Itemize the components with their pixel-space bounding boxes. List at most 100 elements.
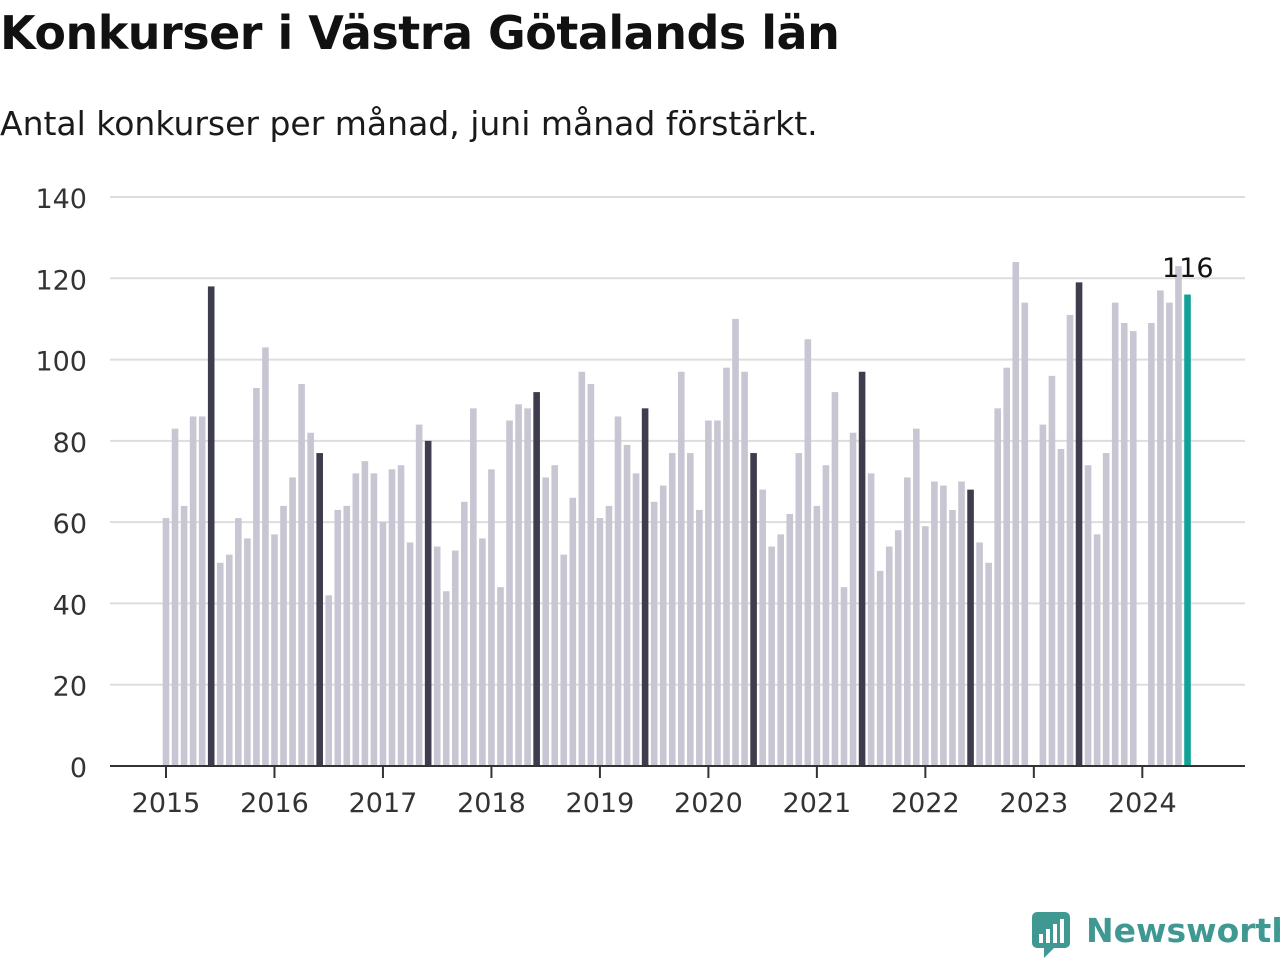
bar [1093,534,1101,766]
bar [361,461,369,766]
bar [614,416,622,766]
bar [777,534,785,766]
bar [831,392,839,766]
bar [867,473,875,766]
bar [894,530,902,766]
bar [316,453,323,766]
bar [677,371,685,766]
x-tick-label: 2024 [1108,788,1177,819]
bar [705,420,712,766]
bar [433,546,441,766]
bar [461,501,468,766]
bar [1021,302,1029,766]
bar [949,509,956,766]
y-tick-label: 40 [53,590,87,621]
bar [289,477,296,766]
bar [397,465,405,766]
bar [406,542,414,766]
bar [813,505,821,766]
bar [958,481,965,766]
bar [858,371,866,766]
bar [262,347,269,766]
x-tick-label: 2015 [132,788,201,819]
bar [849,432,857,766]
bar [479,538,486,766]
x-tick-label: 2018 [457,788,526,819]
bar [714,420,721,766]
bar [162,518,170,766]
bar [1102,453,1110,766]
bar [1048,375,1056,766]
bar [379,522,387,766]
bar [253,388,260,766]
bar [623,444,631,766]
bar [632,473,640,766]
bar [885,546,893,766]
chart-bars-icon [1032,912,1070,958]
bar [388,469,396,766]
y-tick-label: 20 [53,672,87,703]
bar [795,453,803,766]
bar [451,550,459,766]
bar [587,383,595,766]
bar [497,587,504,766]
bar [976,542,983,766]
bar [415,424,423,766]
bar [189,416,197,766]
bar [506,420,513,766]
bar [741,371,748,766]
bar [225,554,233,766]
bar [542,477,549,766]
bar [1066,314,1074,766]
chart-title: Konkurser i Västra Götalands län [0,6,840,60]
logo-text: Newsworthy [1086,911,1280,950]
bar [659,485,667,766]
bar [804,339,812,766]
bar [171,428,179,766]
data-labels: 116 [1162,253,1214,284]
bar [216,562,224,766]
x-tick-label: 2020 [674,788,743,819]
bar [442,591,450,766]
bar [696,509,703,766]
bar [1184,294,1191,766]
bar [840,587,848,766]
bar [931,481,938,766]
bar [551,465,559,766]
bar [967,489,974,766]
bar [668,453,676,766]
x-tick-label: 2017 [349,788,418,819]
bar [1166,302,1173,766]
bar [560,554,568,766]
bar [533,392,540,766]
bar [488,469,495,766]
bar [903,477,911,766]
bar [343,505,351,766]
bar [244,538,251,766]
y-tick-label: 0 [70,753,87,784]
bar [732,318,739,766]
bars [162,262,1191,766]
bar [1129,331,1137,766]
bar [985,562,992,766]
x-tick-label: 2019 [566,788,635,819]
bar [822,465,830,766]
bar [180,505,188,766]
bar [922,526,929,766]
x-tick-label: 2021 [783,788,852,819]
bar [596,518,604,766]
latest-value-label: 116 [1162,253,1214,284]
y-tick-label: 140 [35,184,87,215]
bar [1003,367,1011,766]
bar [198,416,206,766]
bar [352,473,360,766]
newsworthy-logo: Newsworthy [1030,910,1280,960]
x-tick-label: 2016 [240,788,309,819]
chart-subtitle: Antal konkurser per månad, juni månad fö… [0,104,818,143]
bar [723,367,730,766]
bar [524,408,531,766]
bar [569,497,577,766]
bar [940,485,947,766]
bar [1111,302,1119,766]
